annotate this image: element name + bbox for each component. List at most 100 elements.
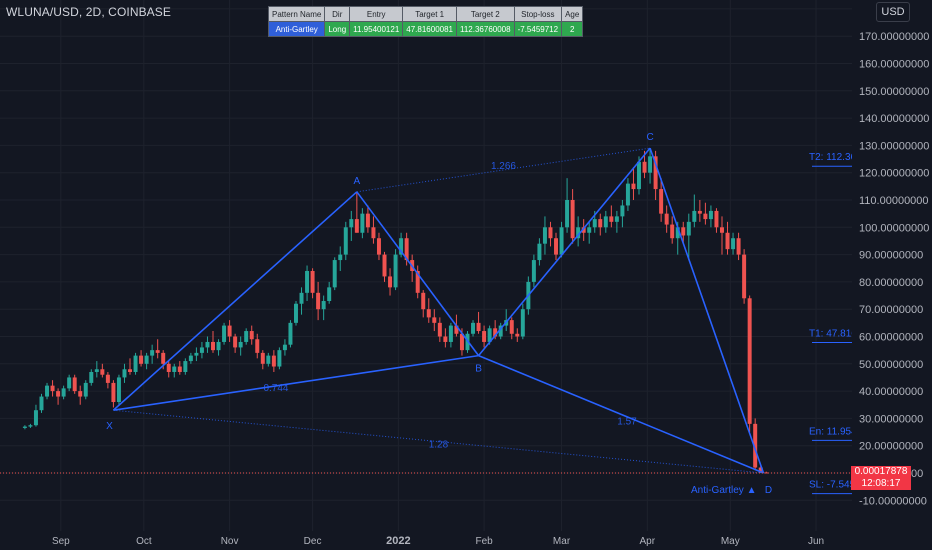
candle — [293, 303, 298, 323]
candle — [67, 377, 72, 389]
candle — [758, 467, 763, 473]
price-tick-label: 130.00000000 — [859, 140, 929, 152]
time-tick-label: May — [721, 536, 740, 547]
candle — [50, 385, 55, 392]
candle — [327, 287, 332, 302]
target-levels: T2: 112.36 T1: 47.816 En: 11.954 SL: -7.545 — [809, 152, 857, 495]
col-age: Age — [561, 6, 584, 22]
candle — [321, 301, 326, 310]
candle — [343, 227, 348, 255]
candle — [205, 341, 210, 348]
candle — [393, 254, 398, 288]
candle — [266, 355, 271, 364]
candle — [747, 298, 752, 424]
candle — [648, 156, 653, 173]
candle — [56, 391, 61, 397]
cell-target-2: 112.36760008 — [456, 21, 515, 37]
ratio-label: 0.744 — [263, 383, 288, 394]
candle — [581, 227, 586, 233]
candle — [493, 328, 498, 337]
bar-countdown: 12:08:17 — [861, 478, 901, 489]
candle — [260, 352, 265, 364]
candle — [421, 292, 426, 310]
candle — [288, 322, 293, 345]
level-label: T1: 47.816 — [809, 328, 857, 339]
cell-dir: Long — [324, 21, 351, 37]
last-price: 0.00017878 — [854, 466, 908, 477]
price-axis[interactable]: -10.0000000010.0000000020.0000000030.000… — [852, 0, 932, 550]
candle — [39, 396, 44, 411]
candle — [487, 328, 492, 342]
candle — [542, 227, 547, 244]
candle — [515, 333, 520, 337]
candle — [150, 350, 155, 356]
candle — [61, 388, 66, 397]
candle — [742, 254, 747, 299]
candle — [570, 200, 575, 239]
time-tick-label: 2022 — [386, 535, 410, 547]
candle — [222, 325, 227, 342]
candle — [692, 210, 697, 222]
price-tick-label: 60.00000000 — [859, 332, 923, 344]
cell-age: 2 — [561, 21, 584, 37]
time-tick-label: Feb — [475, 536, 493, 547]
candle — [78, 391, 83, 397]
price-tick-label: 50.00000000 — [859, 359, 923, 371]
time-tick-label: Sep — [52, 536, 70, 547]
time-tick-label: Oct — [136, 536, 152, 547]
candle — [349, 219, 354, 228]
candle — [299, 292, 304, 304]
candle — [161, 352, 166, 364]
col-entry: Entry — [349, 6, 404, 22]
candle — [199, 347, 204, 353]
price-tick-label: 80.00000000 — [859, 277, 923, 289]
candle — [437, 322, 442, 337]
cell-pattern-name: Anti-Gartley — [267, 21, 326, 37]
pattern-table: Pattern Name Dir Entry Target 1 Target 2… — [267, 6, 584, 37]
candlestick-series — [22, 148, 769, 474]
candle — [592, 219, 597, 228]
pattern-point-X: X — [106, 421, 113, 432]
candle — [631, 183, 636, 190]
time-axis[interactable]: Sep Oct Nov Dec 2022 Feb Mar Apr May Jun — [0, 531, 852, 550]
candle — [764, 472, 769, 474]
candle — [554, 238, 559, 255]
candle — [238, 341, 243, 348]
candle — [714, 210, 719, 228]
candle — [105, 374, 110, 383]
candle — [111, 382, 116, 403]
candle — [354, 219, 359, 233]
candle — [637, 161, 641, 190]
candle — [365, 213, 370, 228]
candle — [399, 238, 404, 255]
candle — [509, 320, 514, 334]
candle — [415, 270, 420, 293]
pattern-point-D: D — [765, 485, 772, 496]
price-tick-label: 30.00000000 — [859, 413, 923, 425]
candle — [310, 270, 315, 293]
price-tick-label: 110.00000000 — [859, 195, 929, 207]
candle — [454, 325, 459, 334]
candle — [244, 331, 249, 342]
candle — [388, 276, 393, 288]
candle — [482, 331, 487, 342]
col-dir: Dir — [324, 6, 351, 22]
currency-button[interactable]: USD — [876, 2, 910, 22]
col-target-2: Target 2 — [456, 6, 515, 22]
candle — [133, 355, 138, 372]
candle — [216, 341, 221, 351]
cell-stop-loss: -7.5459712 — [513, 21, 563, 37]
candle — [642, 161, 647, 173]
candle — [83, 382, 88, 397]
candle — [277, 350, 282, 367]
price-tick-label: 160.00000000 — [859, 59, 929, 71]
cell-entry: 11.95400121 — [349, 21, 404, 37]
candle — [139, 355, 144, 364]
candle — [686, 221, 691, 236]
candle — [255, 339, 260, 353]
cell-target-1: 47.81600081 — [402, 21, 457, 37]
pattern-table-header: Pattern Name Dir Entry Target 1 Target 2… — [267, 6, 584, 22]
candle — [404, 238, 409, 261]
candle — [72, 377, 77, 392]
